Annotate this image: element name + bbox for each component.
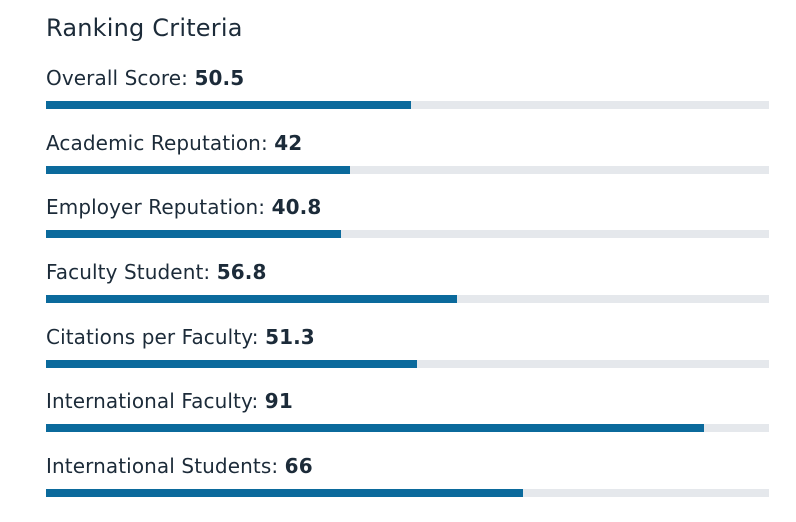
criterion-name: International Students: bbox=[46, 454, 279, 479]
score-bar-track bbox=[46, 424, 769, 433]
score-bar-fill bbox=[46, 165, 350, 174]
criterion-value: 91 bbox=[264, 389, 293, 414]
score-bar-fill bbox=[46, 101, 412, 109]
panel-title: Ranking Criteria bbox=[46, 14, 243, 42]
score-bar-fill bbox=[46, 230, 341, 239]
criterion-label: International Students: 66 bbox=[46, 453, 769, 479]
criterion-value: 40.8 bbox=[271, 195, 322, 220]
criterion-international-faculty: International Faculty: 91 bbox=[46, 388, 769, 453]
criterion-label: Citations per Faculty: 51.3 bbox=[46, 324, 769, 350]
criterion-academic-reputation: Academic Reputation: 42 bbox=[46, 130, 769, 195]
criterion-value: 42 bbox=[274, 130, 303, 155]
score-bar-fill bbox=[46, 359, 417, 368]
criterion-name: Faculty Student: bbox=[46, 260, 211, 285]
criterion-name: International Faculty: bbox=[46, 389, 259, 414]
criterion-name: Academic Reputation: bbox=[46, 130, 268, 155]
score-bar-track bbox=[46, 101, 769, 109]
criterion-name: Employer Reputation: bbox=[46, 195, 266, 220]
score-bar-track bbox=[46, 165, 769, 174]
criterion-label: Academic Reputation: 42 bbox=[46, 130, 769, 156]
criterion-value: 51.3 bbox=[265, 324, 315, 349]
score-bar-track bbox=[46, 489, 769, 498]
criterion-label: Overall Score: 50.5 bbox=[46, 65, 769, 91]
criterion-value: 66 bbox=[284, 454, 313, 479]
criterion-employer-reputation: Employer Reputation: 40.8 bbox=[46, 194, 769, 259]
criterion-overall-score: Overall Score: 50.5 bbox=[46, 65, 769, 130]
score-bar-track bbox=[46, 295, 769, 304]
criterion-citations-per-faculty: Citations per Faculty: 51.3 bbox=[46, 324, 769, 389]
criterion-name: Citations per Faculty: bbox=[46, 324, 259, 349]
criterion-label: Faculty Student: 56.8 bbox=[46, 259, 769, 285]
criterion-label: Employer Reputation: 40.8 bbox=[46, 194, 769, 220]
criterion-faculty-student: Faculty Student: 56.8 bbox=[46, 259, 769, 324]
criterion-value: 56.8 bbox=[216, 260, 267, 285]
criteria-list: Overall Score: 50.5 Academic Reputation:… bbox=[46, 65, 769, 518]
criterion-international-students: International Students: 66 bbox=[46, 453, 769, 518]
score-bar-fill bbox=[46, 489, 524, 498]
score-bar-track bbox=[46, 230, 769, 239]
criterion-value: 50.5 bbox=[194, 66, 245, 90]
criterion-label: International Faculty: 91 bbox=[46, 388, 769, 414]
score-bar-fill bbox=[46, 295, 457, 304]
criterion-name: Overall Score: bbox=[46, 66, 188, 90]
score-bar-track bbox=[46, 359, 769, 368]
score-bar-fill bbox=[46, 424, 704, 433]
